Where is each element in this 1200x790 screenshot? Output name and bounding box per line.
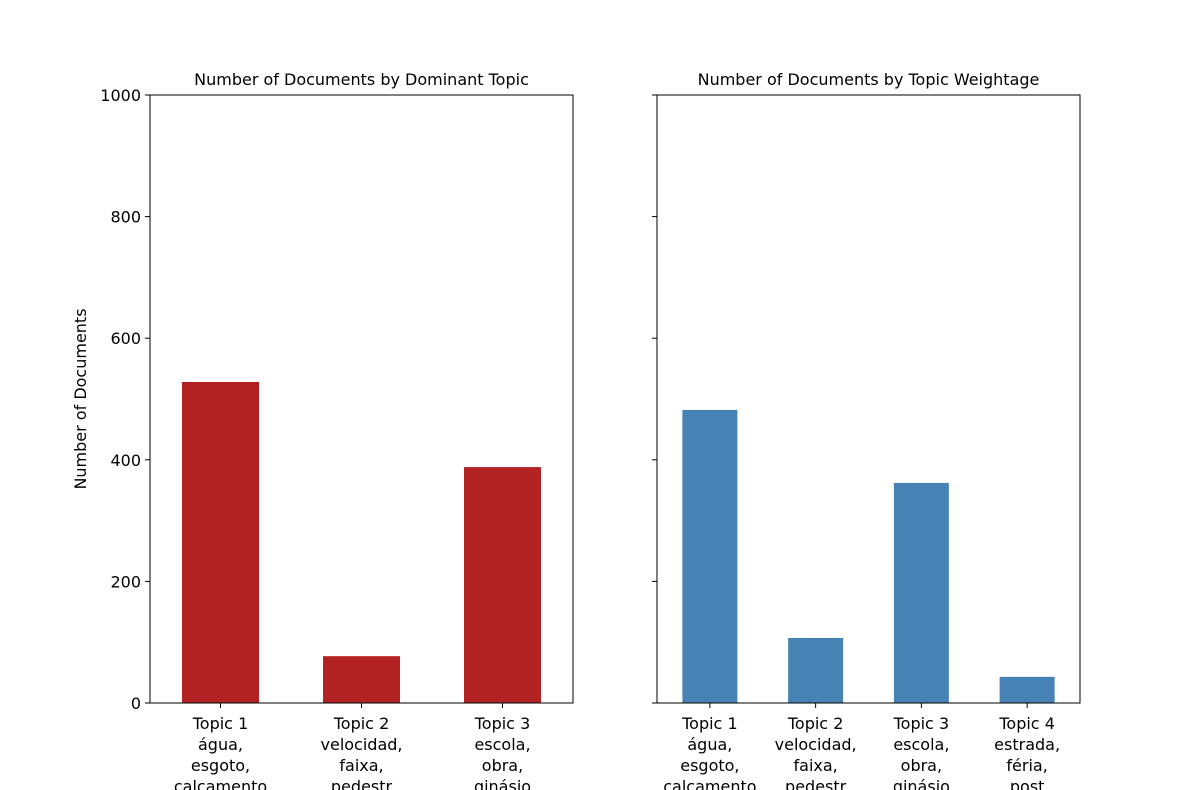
bar	[682, 409, 738, 703]
chart-title: Number of Documents by Topic Weightage	[698, 70, 1040, 89]
bar	[182, 381, 259, 703]
x-tick-label: Topic 1 água, esgoto, calcamento	[174, 714, 267, 790]
y-tick-label: 800	[110, 208, 141, 227]
dominant-topic-chart: Number of Documents by Dominant Topic 0 20…	[71, 70, 574, 790]
bar	[999, 676, 1055, 703]
y-tick-label: 200	[110, 572, 141, 591]
bar	[323, 656, 400, 703]
x-tick-label: Topic 2 velocidad, faixa, pedestr	[775, 714, 857, 790]
topic-weightage-chart: Number of Documents by Topic Weightage To…	[652, 70, 1081, 790]
y-tick-label: 1000	[100, 86, 141, 105]
y-axis-label: Number of Documents	[71, 308, 90, 489]
plot-frame	[149, 94, 574, 704]
y-tick-label: 0	[131, 694, 141, 713]
bar	[464, 467, 541, 703]
x-tick-label: Topic 1 água, esgoto, calcamento	[663, 714, 756, 790]
bar	[893, 482, 949, 703]
bar	[788, 637, 844, 703]
y-tick-label: 600	[110, 329, 141, 348]
y-tick-label: 400	[110, 451, 141, 470]
plot-frame	[656, 94, 1081, 704]
x-tick-label: Topic 3 escola, obra, ginásio	[893, 714, 950, 790]
x-tick-label: Topic 2 velocidad, faixa, pedestr	[321, 714, 403, 790]
x-tick-label: Topic 4 estrada, féria, post	[994, 714, 1060, 790]
x-tick-label: Topic 3 escola, obra, ginásio	[474, 714, 531, 790]
chart-title: Number of Documents by Dominant Topic	[194, 70, 529, 89]
